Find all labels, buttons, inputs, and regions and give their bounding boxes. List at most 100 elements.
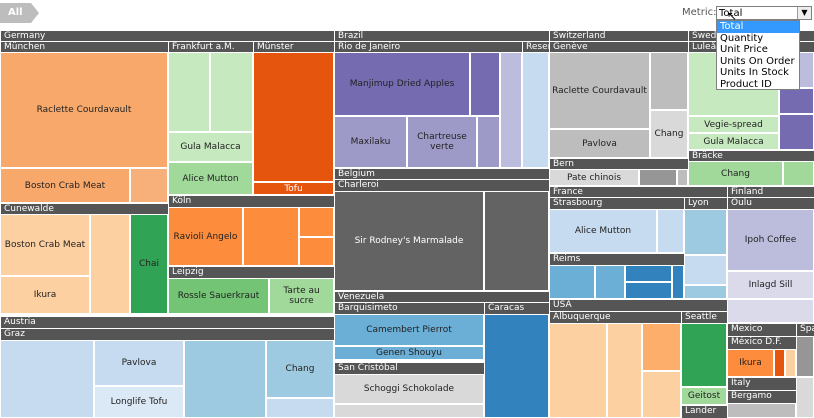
product-tile-unlabeled[interactable] — [625, 265, 672, 282]
product-tile-unlabeled[interactable] — [477, 116, 500, 168]
switzerland-header[interactable]: Switzerland — [549, 30, 688, 41]
rio-header[interactable]: Rio de Janeiro — [334, 41, 522, 52]
leipzig-header[interactable]: Leipzig — [168, 266, 334, 278]
product-tile-maxilaku-rio[interactable]: Maxilaku — [334, 116, 407, 168]
product-tile-raclette-geneve[interactable]: Raclette Courdavault — [549, 52, 650, 129]
product-tile-tarte-leipzig[interactable]: Tarte au sucre — [269, 278, 334, 314]
product-tile-unlabeled[interactable] — [684, 255, 727, 285]
breadcrumb-all[interactable]: All — [0, 3, 39, 23]
product-tile-camembert-barquisimeto[interactable]: Camembert Pierrot — [334, 314, 484, 346]
geneve-header[interactable]: Genève — [549, 41, 688, 52]
product-tile-manjimup-rio[interactable]: Manjimup Dried Apples — [334, 52, 470, 116]
france-header[interactable]: France — [549, 186, 727, 197]
product-tile-unlabeled[interactable] — [522, 52, 549, 168]
product-tile-unlabeled[interactable] — [299, 237, 334, 266]
product-tile-ikura-mexico[interactable]: Ikura — [727, 349, 774, 377]
product-tile-chang-bracke[interactable]: Chang — [688, 161, 783, 186]
product-tile-unlabeled[interactable] — [484, 314, 549, 418]
resende-header[interactable]: Resen — [522, 41, 549, 52]
product-tile-genen-barquisimeto[interactable]: Genen Shouyu — [334, 346, 484, 360]
product-tile-unlabeled[interactable] — [130, 168, 168, 203]
product-tile-unlabeled[interactable] — [642, 323, 681, 371]
lander-header[interactable]: Lander — [681, 405, 727, 418]
product-tile-pate-bern[interactable]: Pate chinois — [549, 169, 639, 186]
product-tile-unlabeled[interactable] — [90, 214, 130, 314]
product-tile-unlabeled[interactable] — [595, 265, 625, 299]
italy-header[interactable]: Italy — [727, 377, 796, 390]
metric-option-quantity[interactable]: Quantity — [720, 32, 764, 44]
usa-header[interactable]: USA — [549, 299, 727, 311]
product-tile-unlabeled[interactable] — [549, 323, 607, 418]
product-tile-unlabeled[interactable] — [168, 52, 210, 132]
product-tile-sirrodney-charleroi[interactable]: Sir Rodney's Marmalade — [334, 191, 484, 291]
finland-header[interactable]: Finland — [727, 186, 814, 197]
metric-option-units-on-order[interactable]: Units On Order — [720, 55, 795, 67]
product-tile-unlabeled[interactable] — [243, 207, 299, 266]
product-tile-unlabeled[interactable] — [657, 209, 684, 253]
chevron-down-icon[interactable]: ▼ — [797, 7, 811, 19]
metric-dropdown-list[interactable]: Total Quantity Unit Price Units On Order… — [716, 20, 800, 90]
product-tile-pavlova-graz[interactable]: Pavlova — [94, 340, 184, 386]
mexico-df-header[interactable]: México D.F. — [727, 336, 796, 349]
product-tile-unlabeled[interactable] — [684, 285, 727, 299]
product-tile-ipoh-oulu[interactable]: Ipoh Coffee — [727, 209, 814, 271]
product-tile-unlabeled[interactable] — [650, 52, 688, 110]
product-tile-alice-strasbourg[interactable]: Alice Mutton — [549, 209, 657, 253]
frankfurt-header[interactable]: Frankfurt a.M. — [168, 41, 253, 52]
product-tile-unlabeled[interactable] — [727, 403, 796, 418]
product-tile-vegie-lulea[interactable]: Vegie-spread — [688, 116, 779, 133]
caracas-header[interactable]: Caracas — [484, 302, 549, 314]
product-tile-gula-frankfurt[interactable]: Gula Malacca — [168, 132, 253, 162]
product-tile-unlabeled[interactable] — [484, 191, 549, 291]
product-tile-ravioli-koln[interactable]: Ravioli Angelo — [168, 207, 243, 266]
product-tile-unlabeled[interactable] — [0, 340, 94, 418]
product-tile-unlabeled[interactable] — [299, 207, 334, 237]
product-tile-raclette-munchen[interactable]: Raclette Courdavault — [0, 52, 168, 168]
product-tile-unlabeled[interactable] — [774, 349, 785, 377]
product-tile-tofu-munster[interactable]: Tofu — [253, 182, 334, 195]
bracke-header[interactable]: Bräcke — [688, 150, 814, 161]
product-tile-unlabeled[interactable] — [779, 114, 814, 150]
venezuela-header[interactable]: Venezuela — [334, 291, 549, 302]
product-tile-ikura-cunewalde[interactable]: Ikura — [0, 276, 90, 314]
product-tile-unlabeled[interactable] — [681, 323, 727, 387]
charleroi-header[interactable]: Charleroi — [334, 179, 549, 191]
oulu-header[interactable]: Oulu — [727, 197, 814, 209]
mexico-header[interactable]: Mexico — [727, 323, 796, 336]
product-tile-unlabeled[interactable] — [607, 323, 642, 418]
austria-header[interactable]: Austria — [0, 316, 334, 328]
product-tile-unlabeled[interactable] — [783, 161, 814, 186]
product-tile-unlabeled[interactable] — [210, 52, 253, 132]
product-tile-unlabeled[interactable] — [796, 336, 814, 377]
product-tile-unlabeled[interactable] — [253, 52, 334, 182]
product-tile-unlabeled[interactable] — [334, 404, 484, 418]
metric-option-total[interactable]: Total — [717, 21, 799, 33]
product-tile-bostoncrab-munchen[interactable]: Boston Crab Meat — [0, 168, 130, 203]
product-tile-unlabeled[interactable] — [500, 52, 522, 168]
product-tile-longlife-graz[interactable]: Longlife Tofu — [94, 386, 184, 418]
product-tile-unlabeled[interactable] — [639, 169, 677, 186]
product-tile-geitost-seattle[interactable]: Geitost — [681, 387, 727, 405]
product-tile-chang-graz[interactable]: Chang — [266, 340, 334, 398]
seattle-header[interactable]: Seattle — [681, 311, 727, 323]
bern-header[interactable]: Bern — [549, 158, 688, 169]
product-tile-schoggi-sancristobal[interactable]: Schoggi Schokolade — [334, 374, 484, 404]
product-tile-alice-frankfurt[interactable]: Alice Mutton — [168, 162, 253, 195]
metric-option-units-in-stock[interactable]: Units In Stock — [720, 67, 789, 78]
product-tile-chai-cunewalde[interactable]: Chai — [130, 214, 168, 314]
product-tile-inlagd-oulu[interactable]: Inlagd Sill — [727, 271, 814, 299]
product-tile-unlabeled[interactable] — [785, 349, 796, 377]
product-tile-unlabeled[interactable] — [642, 371, 681, 418]
belgium-header[interactable]: Belgium — [334, 168, 549, 179]
product-tile-pavlova-geneve[interactable]: Pavlova — [549, 129, 650, 158]
spain-header[interactable]: Spa — [796, 323, 814, 336]
graz-header[interactable]: Graz — [0, 328, 334, 340]
product-tile-unlabeled[interactable] — [266, 398, 334, 418]
product-tile-unlabeled[interactable] — [796, 377, 814, 418]
munster-header[interactable]: Münster — [253, 41, 334, 52]
product-tile-unlabeled[interactable] — [677, 169, 688, 186]
lyon-header[interactable]: Lyon — [684, 197, 727, 209]
product-tile-rossle-leipzig[interactable]: Rossle Sauerkraut — [168, 278, 269, 314]
bergamo-header[interactable]: Bergamo — [727, 390, 796, 403]
munchen-header[interactable]: München — [0, 41, 168, 52]
